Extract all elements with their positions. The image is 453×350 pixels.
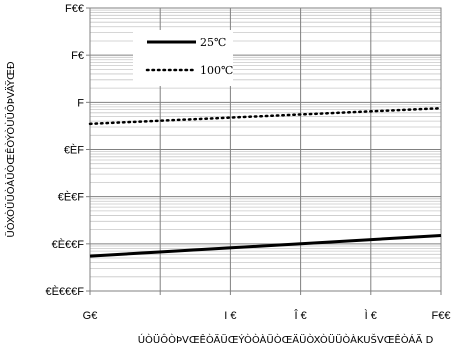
- legend-label-25c: 25℃: [200, 36, 226, 49]
- x-tick-label: G€: [83, 310, 98, 322]
- chart-legend: 25℃ 100℃: [133, 30, 233, 86]
- y-axis-ticks: F€€ F€ F €ÈF €È€F €È€€F €È€€€F: [45, 3, 90, 298]
- y-tick-label: F€€: [65, 3, 84, 15]
- y-tick-label: €È€€F: [52, 238, 85, 251]
- x-tick-label: F€€: [432, 310, 451, 322]
- series-line-25c: [89, 234, 442, 258]
- y-tick-label: €ÈF: [64, 144, 84, 157]
- x-axis-title: ÚÒÜÔÒÞVŒÊÒÄÜŒÝÒÒÀÜÒŒÄÜÒXÒÜÜÒÀKUŠVŒÊÒÁÄ D: [138, 333, 434, 346]
- y-tick-label: F: [77, 97, 84, 109]
- y-tick-label: €È€€€F: [45, 285, 84, 298]
- y-tick-label: €È€F: [58, 191, 85, 204]
- series-line-100c: [88, 106, 443, 126]
- legend-label-100c: 100℃: [200, 64, 233, 77]
- minor-gridlines: [90, 9, 441, 278]
- x-tick-label: I €: [224, 310, 236, 322]
- x-tick-label: Î €: [293, 309, 306, 322]
- y-axis-title: ÜÒXÒÜÜÒÀÜÒŒÊÒÝÒÙÜÔÞVÄŸŒÐ: [4, 61, 17, 237]
- x-axis-ticks: G€ I € Î € Ì € F€€: [83, 291, 451, 322]
- y-tick-label: F€: [71, 50, 84, 62]
- x-tick-label: Ì €: [365, 309, 377, 322]
- legend-box: [133, 30, 233, 86]
- series-layer: [88, 106, 443, 258]
